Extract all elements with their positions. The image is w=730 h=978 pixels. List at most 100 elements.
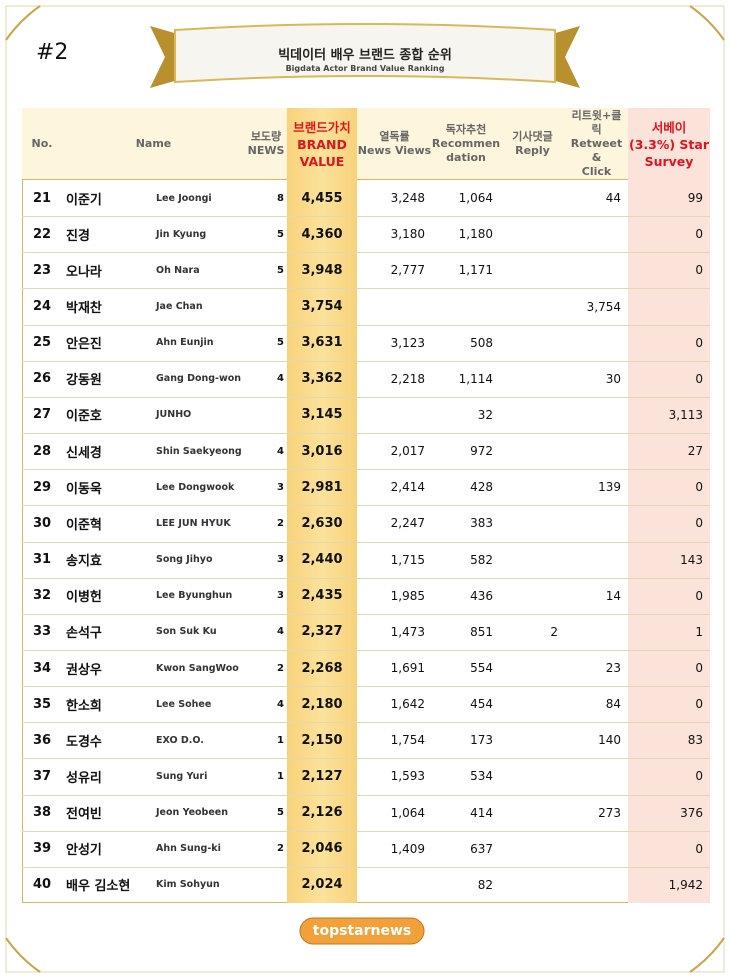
value-cell: 851 <box>470 624 493 639</box>
korean-name: 신세경 <box>66 445 102 461</box>
value-cell: 2,218 <box>390 371 425 386</box>
value-cell: 0 <box>695 697 703 712</box>
korean-name: 이동욱 <box>66 481 102 497</box>
value-cell: 83 <box>687 733 703 748</box>
column-header: 리트윗+클 릭 Retweet & Click <box>570 109 623 178</box>
rank: 28 <box>32 443 52 459</box>
value-cell: 30 <box>605 371 621 386</box>
korean-name: 이준호 <box>66 409 102 425</box>
column-header: 독자추천 Recommen dation <box>431 123 501 164</box>
row-divider <box>22 686 710 688</box>
value-cell: 637 <box>470 841 493 856</box>
rank: 24 <box>32 299 52 314</box>
value-cell: 4,360 <box>301 226 343 242</box>
column-header: 브랜드가치 BRAND VALUE <box>293 119 351 169</box>
rank: 21 <box>32 190 52 206</box>
korean-name: 성유리 <box>66 770 102 786</box>
rank: 37 <box>32 768 52 784</box>
english-name: Lee Dongwook <box>156 481 235 493</box>
value-cell: 3 <box>277 554 284 566</box>
english-name: Ahn Sung-ki <box>156 843 221 855</box>
value-cell: 454 <box>470 697 493 712</box>
value-cell: 1,691 <box>390 661 425 675</box>
korean-name: 이준기 <box>66 192 102 208</box>
value-cell: 2,440 <box>301 552 343 568</box>
value-cell: 972 <box>470 444 493 459</box>
row-divider <box>22 830 710 832</box>
english-name: LEE JUN HYUK <box>156 517 231 529</box>
value-cell: 1,473 <box>390 624 425 639</box>
value-cell: 3 <box>277 481 284 493</box>
logo-pill <box>299 917 425 945</box>
value-cell: 2 <box>550 624 558 639</box>
value-cell: 4 <box>277 698 284 710</box>
column-header: 열독률 News Views <box>357 130 432 157</box>
row-divider <box>22 505 710 507</box>
korean-name: 이병헌 <box>66 590 102 606</box>
value-cell: 414 <box>470 805 493 820</box>
value-cell: 3,754 <box>586 299 621 314</box>
rank: 36 <box>32 732 52 748</box>
korean-name: 박재찬 <box>66 301 102 316</box>
value-cell: 0 <box>695 516 703 531</box>
korean-name: 도경수 <box>66 734 102 750</box>
value-cell: 1,114 <box>458 371 493 386</box>
value-cell: 0 <box>695 371 703 386</box>
page-label: #2 <box>36 40 69 65</box>
korean-name: 한소희 <box>66 698 102 714</box>
value-cell: 4 <box>277 445 284 457</box>
value-cell: 0 <box>695 841 703 856</box>
english-name: Son Suk Ku <box>156 626 217 638</box>
value-cell: 2,327 <box>301 624 343 640</box>
english-name: Ahn Eunjin <box>156 337 214 349</box>
row-divider <box>22 866 710 868</box>
value-cell: 428 <box>470 480 493 495</box>
value-cell: 3,948 <box>301 262 343 278</box>
value-cell: 4 <box>277 373 284 385</box>
value-cell: 140 <box>598 733 621 748</box>
row-divider <box>22 324 710 326</box>
value-cell: 2,046 <box>301 841 343 857</box>
english-name: Song Jihyo <box>156 554 213 566</box>
value-cell: 2 <box>277 662 284 674</box>
korean-name: 송지효 <box>66 554 102 570</box>
title: 빅데이터 배우 브랜드 종합 순위 <box>278 48 452 63</box>
value-cell: 2 <box>277 517 284 529</box>
value-cell: 5 <box>277 264 284 276</box>
english-name: JUNHO <box>156 409 192 421</box>
value-cell: 2,126 <box>301 805 343 821</box>
value-cell: 1,942 <box>668 877 703 892</box>
korean-name: 이준혁 <box>66 517 102 533</box>
row-divider <box>22 360 710 362</box>
value-cell: 2,630 <box>301 515 343 531</box>
rank: 33 <box>32 624 52 640</box>
value-cell: 1,642 <box>390 697 425 712</box>
value-cell: 5 <box>277 807 284 819</box>
value-cell: 436 <box>470 588 493 603</box>
value-cell: 582 <box>470 552 493 567</box>
row-divider <box>22 577 710 579</box>
korean-name: 진경 <box>66 228 90 244</box>
rank: 31 <box>32 552 52 568</box>
value-cell: 3,016 <box>301 443 343 459</box>
value-cell: 3,754 <box>301 299 343 314</box>
value-cell: 0 <box>695 480 703 495</box>
value-cell: 2,127 <box>301 768 343 784</box>
column-header: Name <box>135 137 172 150</box>
value-cell: 534 <box>470 769 493 784</box>
value-cell: 1,593 <box>390 769 425 784</box>
value-cell: 1,180 <box>458 227 493 242</box>
english-name: Jae Chan <box>156 301 203 312</box>
value-cell: 32 <box>477 407 493 422</box>
value-cell: 3,113 <box>668 407 703 422</box>
english-name: Lee Joongi <box>156 192 212 204</box>
rank: 39 <box>32 841 52 857</box>
row-divider <box>22 396 710 398</box>
value-cell: 84 <box>605 697 621 712</box>
subtitle: Bigdata Actor Brand Value Ranking <box>285 64 445 73</box>
value-cell: 2,024 <box>301 877 343 893</box>
english-name: Sung Yuri <box>156 770 208 782</box>
